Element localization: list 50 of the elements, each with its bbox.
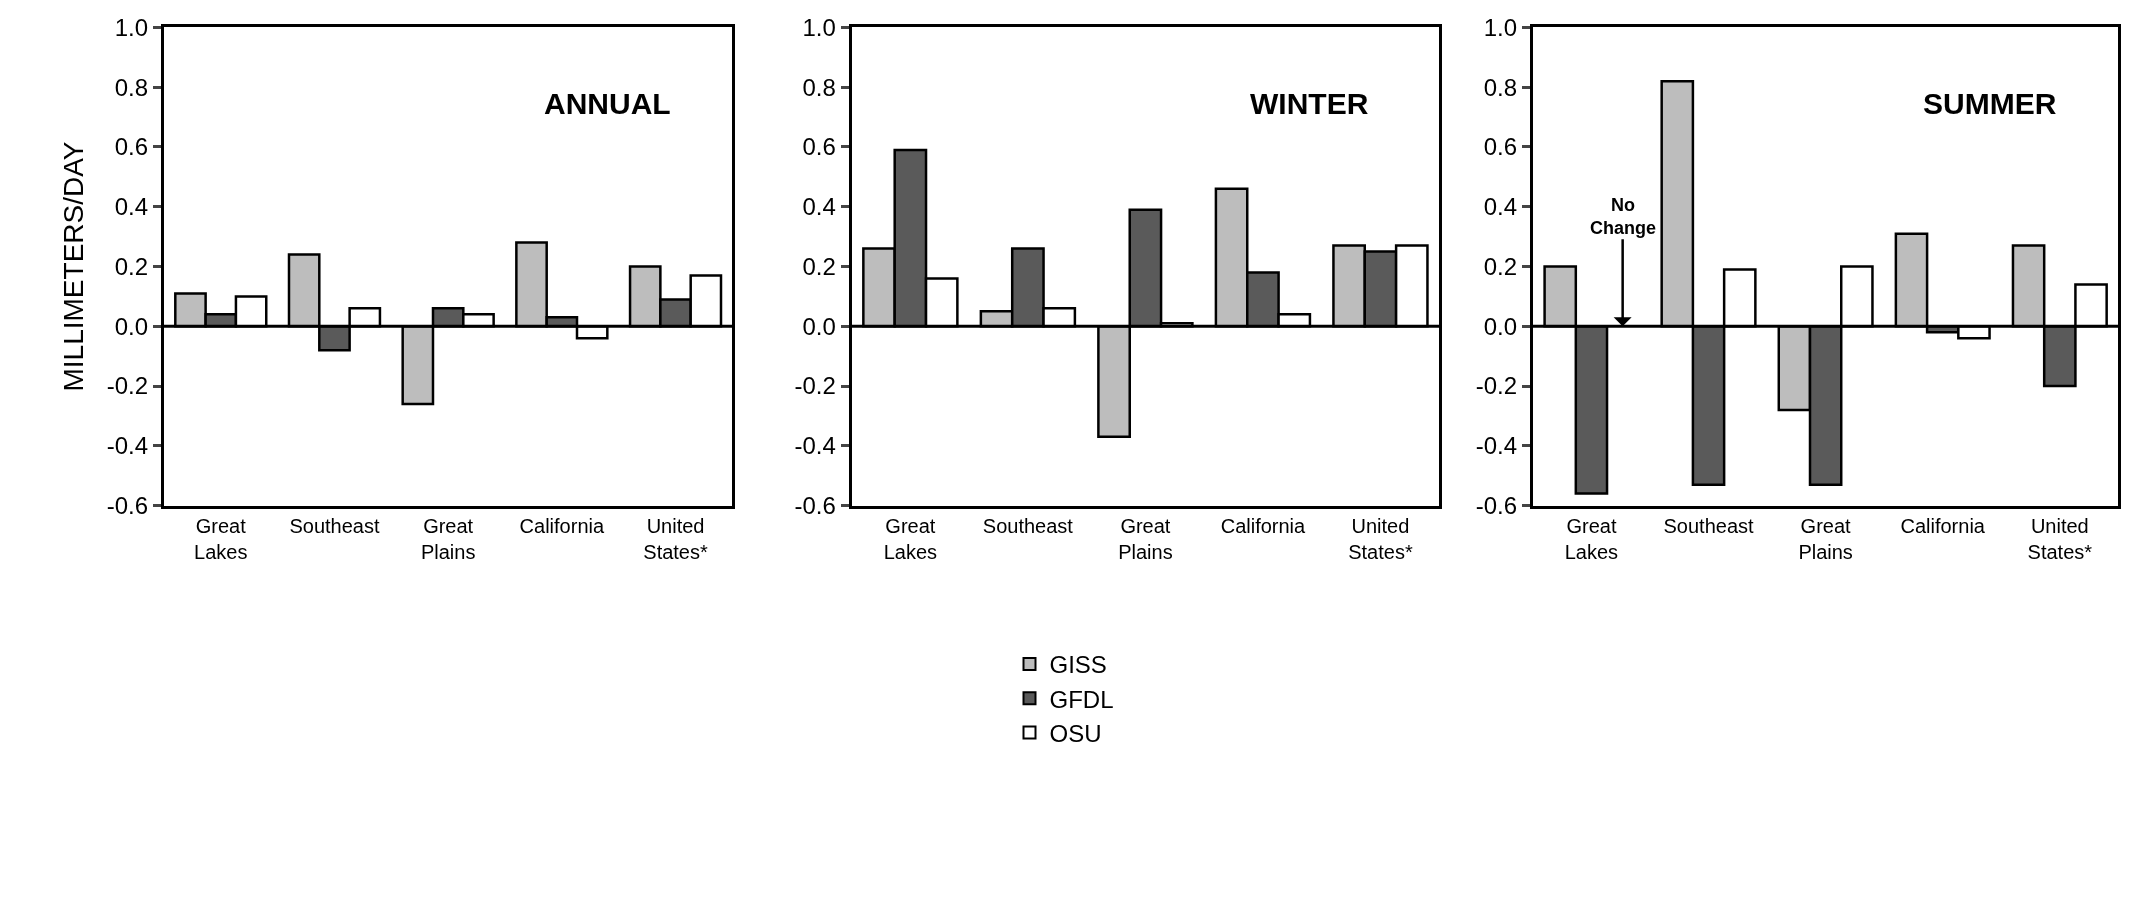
annotation: No Change — [1590, 195, 1657, 239]
y-tick-label: 0.6 — [1483, 133, 1518, 161]
legend-label: GFDL — [1049, 685, 1114, 713]
y-axis-title: MILLIMETERS/DAY — [58, 141, 90, 392]
x-tick-label: United States* — [643, 514, 708, 563]
x-tick-label: California — [1900, 514, 1986, 537]
y-tick-label: -0.2 — [794, 372, 836, 400]
x-tick-label: California — [519, 514, 605, 537]
y-tick-label: 0.0 — [802, 312, 836, 340]
y-tick-label: 0.8 — [802, 73, 836, 101]
y-tick-label: 1.0 — [1483, 13, 1518, 41]
y-tick-label: -0.2 — [1475, 372, 1518, 400]
y-tick-label: 0.2 — [114, 252, 149, 280]
text: WINTER — [1250, 87, 1369, 120]
y-tick-label: -0.2 — [106, 372, 149, 400]
y-tick-label: 0.2 — [802, 252, 836, 280]
y-tick-label: -0.6 — [106, 491, 149, 519]
y-tick-label: 0.4 — [802, 193, 836, 221]
y-tick-label: -0.4 — [794, 432, 836, 460]
y-tick-label: 0.0 — [114, 312, 149, 340]
y-tick-label: 1.0 — [802, 13, 836, 41]
y-tick-label: 0.0 — [1483, 312, 1518, 340]
y-tick-label: -0.6 — [1475, 491, 1518, 519]
x-tick-label: United States* — [1348, 514, 1413, 563]
x-tick-label: Great Plains — [1118, 514, 1173, 563]
x-tick-label: Southeast — [289, 514, 380, 537]
legend-label: OSU — [1049, 719, 1102, 747]
x-tick-label: Southeast — [982, 514, 1074, 537]
x-tick-label: Great Plains — [420, 514, 476, 563]
y-tick-label: 0.6 — [114, 133, 149, 161]
x-tick-label: United States* — [2027, 514, 2093, 563]
text: ANNUAL — [544, 87, 671, 120]
y-tick-label: -0.4 — [106, 432, 149, 460]
y-tick-label: 0.8 — [1483, 73, 1518, 101]
y-tick-label: 0.2 — [1483, 252, 1518, 280]
text: SUMMER — [1923, 87, 2057, 120]
x-tick-label: Great Plains — [1798, 514, 1853, 563]
x-tick-label: Great Lakes — [1564, 514, 1619, 563]
x-tick-label: Great Lakes — [883, 514, 938, 563]
y-tick-label: 0.8 — [114, 73, 149, 101]
y-tick-label: 0.6 — [802, 133, 836, 161]
x-tick-label: California — [1220, 514, 1307, 537]
y-tick-label: -0.4 — [1475, 432, 1518, 460]
y-tick-label: 0.4 — [1483, 193, 1518, 221]
y-tick-label: 1.0 — [114, 13, 149, 41]
x-tick-label: Great Lakes — [194, 514, 248, 563]
legend-label: GISS — [1049, 651, 1107, 679]
y-tick-label: -0.6 — [794, 491, 836, 519]
y-tick-label: 0.4 — [114, 193, 149, 221]
x-tick-label: Southeast — [1663, 514, 1754, 537]
